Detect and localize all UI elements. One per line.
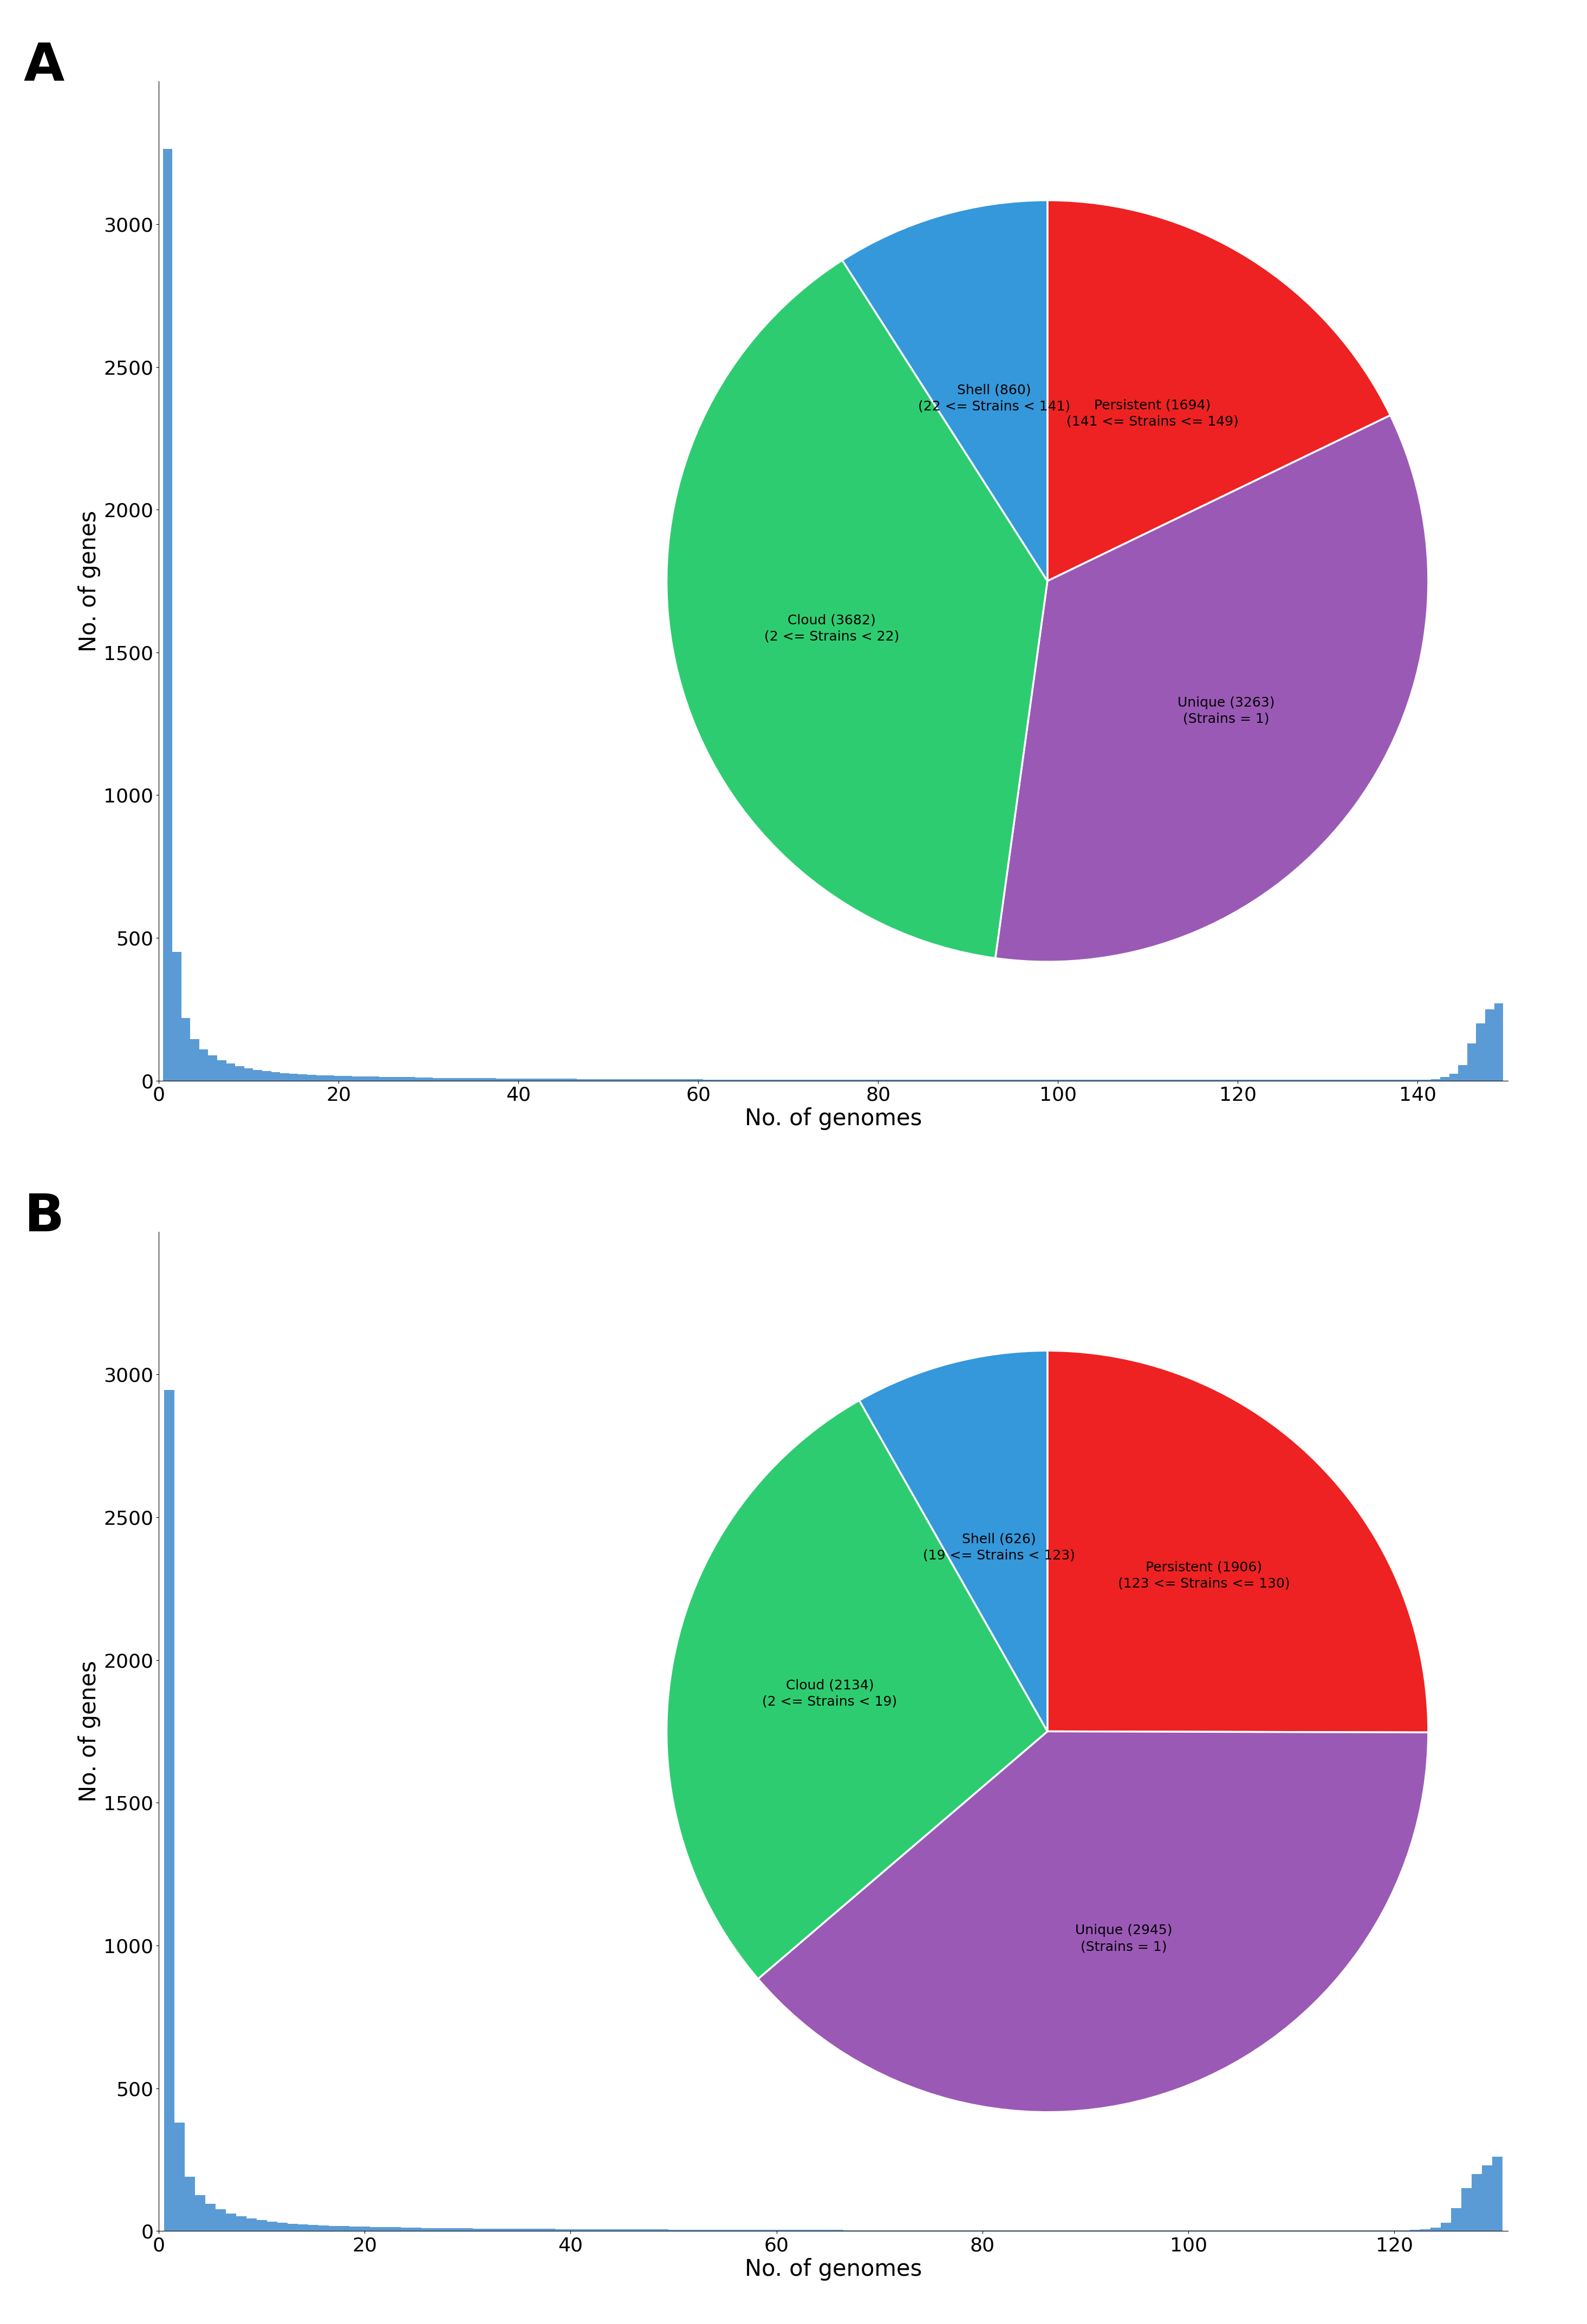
Bar <box>441 2229 452 2231</box>
Bar <box>406 1078 416 1081</box>
Bar <box>171 953 181 1081</box>
Bar <box>1468 1043 1476 1081</box>
Text: Persistent (1694)
(141 <= Strains <= 149): Persistent (1694) (141 <= Strains <= 149… <box>1066 400 1239 428</box>
Wedge shape <box>1047 200 1390 581</box>
Bar <box>387 1076 397 1081</box>
X-axis label: No. of genomes: No. of genomes <box>744 1106 922 1129</box>
Bar <box>360 2226 370 2231</box>
X-axis label: No. of genomes: No. of genomes <box>744 2257 922 2280</box>
Bar <box>200 1048 208 1081</box>
Bar <box>1458 1064 1468 1081</box>
Text: Shell (626)
(19 <= Strains < 123): Shell (626) (19 <= Strains < 123) <box>922 1534 1074 1562</box>
Bar <box>432 2229 441 2231</box>
Bar <box>278 2222 287 2231</box>
Bar <box>349 2226 360 2231</box>
Bar <box>451 1078 460 1081</box>
Bar <box>298 1074 308 1081</box>
Bar <box>216 2210 225 2231</box>
Bar <box>308 1076 316 1081</box>
Bar <box>335 1076 343 1081</box>
Bar <box>424 1078 433 1081</box>
Wedge shape <box>1047 1350 1428 1731</box>
Bar <box>340 2226 349 2231</box>
Bar <box>1482 2166 1492 2231</box>
Bar <box>441 1078 451 1081</box>
Bar <box>473 2229 482 2231</box>
Bar <box>316 1076 325 1081</box>
Bar <box>1462 2189 1471 2231</box>
Bar <box>482 2229 494 2231</box>
Bar <box>460 1078 470 1081</box>
Bar <box>184 2178 195 2231</box>
Bar <box>244 1069 254 1081</box>
Bar <box>217 1060 227 1081</box>
Bar <box>308 2224 319 2231</box>
Bar <box>1430 2229 1441 2231</box>
Bar <box>246 2219 257 2231</box>
Bar <box>254 1069 262 1081</box>
Wedge shape <box>667 260 1047 957</box>
Text: Cloud (2134)
(2 <= Strains < 19): Cloud (2134) (2 <= Strains < 19) <box>762 1678 897 1708</box>
Text: Shell (860)
(22 <= Strains < 141): Shell (860) (22 <= Strains < 141) <box>917 383 1070 414</box>
Text: Unique (2945)
(Strains = 1): Unique (2945) (Strains = 1) <box>1074 1924 1173 1952</box>
Bar <box>421 2229 432 2231</box>
Bar <box>1471 2173 1482 2231</box>
Bar <box>175 2122 184 2231</box>
Bar <box>262 1071 271 1081</box>
Bar <box>205 2203 216 2231</box>
Bar <box>487 1078 497 1081</box>
Bar <box>1451 2208 1462 2231</box>
Bar <box>379 1076 389 1081</box>
Bar <box>208 1055 217 1081</box>
Bar <box>1441 2222 1451 2231</box>
Bar <box>400 2229 411 2231</box>
Bar <box>329 2226 340 2231</box>
Bar <box>163 149 173 1081</box>
Bar <box>271 1071 279 1081</box>
Bar <box>1476 1023 1485 1081</box>
Bar <box>1485 1009 1495 1081</box>
Wedge shape <box>843 200 1047 581</box>
Bar <box>227 1064 235 1081</box>
Bar <box>433 1078 441 1081</box>
Bar <box>1441 1078 1449 1081</box>
Bar <box>370 1076 379 1081</box>
Bar <box>343 1076 352 1081</box>
Wedge shape <box>995 416 1428 962</box>
Bar <box>452 2229 462 2231</box>
Bar <box>1495 1004 1503 1081</box>
Bar <box>478 1078 487 1081</box>
Bar <box>267 2222 278 2231</box>
Wedge shape <box>759 1731 1428 2113</box>
Wedge shape <box>859 1350 1047 1731</box>
Text: A: A <box>24 42 65 91</box>
Bar <box>289 1074 298 1081</box>
Bar <box>287 2224 298 2231</box>
Bar <box>494 2229 503 2231</box>
Y-axis label: No. of genes: No. of genes <box>78 1662 100 1801</box>
Bar <box>195 2196 205 2231</box>
Bar <box>163 1390 175 2231</box>
Bar <box>1492 2157 1503 2231</box>
Bar <box>470 1078 478 1081</box>
Wedge shape <box>667 1401 1047 1980</box>
Bar <box>362 1076 370 1081</box>
Bar <box>236 2217 246 2231</box>
Bar <box>235 1067 244 1081</box>
Bar <box>352 1076 362 1081</box>
Text: Persistent (1906)
(123 <= Strains <= 130): Persistent (1906) (123 <= Strains <= 130… <box>1117 1562 1290 1590</box>
Bar <box>190 1039 200 1081</box>
Bar <box>416 1078 424 1081</box>
Bar <box>411 2229 421 2231</box>
Bar <box>279 1074 289 1081</box>
Bar <box>181 1018 190 1081</box>
Bar <box>390 2226 400 2231</box>
Text: B: B <box>24 1192 63 1241</box>
Y-axis label: No. of genes: No. of genes <box>78 511 100 651</box>
Bar <box>298 2224 308 2231</box>
Bar <box>381 2226 390 2231</box>
Bar <box>1449 1074 1458 1081</box>
Bar <box>370 2226 381 2231</box>
Bar <box>319 2226 329 2231</box>
Bar <box>503 2229 514 2231</box>
